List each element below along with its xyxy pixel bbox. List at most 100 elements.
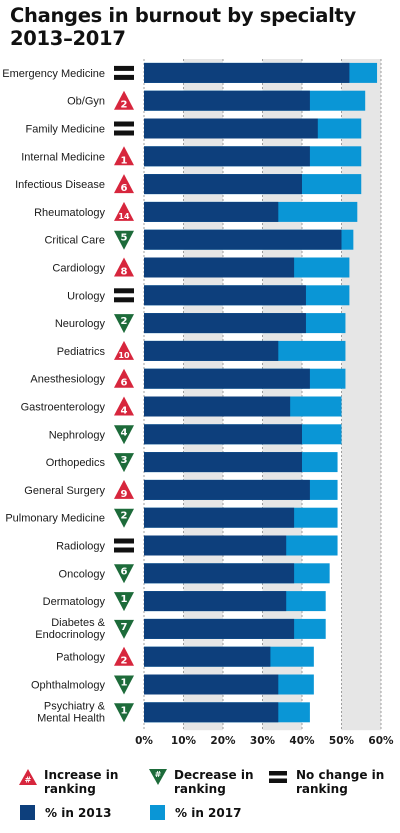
category-label: Critical Care [44, 235, 105, 247]
decrease-triangle-icon [114, 703, 134, 723]
increase-triangle-icon [114, 340, 134, 360]
category-label: Pathology [56, 652, 105, 664]
increase-triangle-icon [114, 396, 134, 416]
category-label: Mental Health [37, 712, 105, 724]
legend-increase: # Increase in ranking [18, 768, 126, 796]
category-label: Rheumatology [34, 207, 105, 219]
bar-2013 [144, 563, 295, 584]
ranking-change-value: 4 [121, 427, 128, 438]
x-tick-label: 10% [171, 735, 197, 747]
decrease-triangle-icon [114, 230, 134, 250]
category-label: Urology [67, 290, 105, 302]
bar-2013 [144, 674, 279, 695]
bar-2013 [144, 479, 310, 500]
increase-triangle-icon [114, 146, 134, 166]
category-label: Cardiology [52, 263, 105, 275]
x-tick-label: 60% [368, 735, 394, 747]
plot-band [341, 59, 381, 731]
legend-2017-label: % in 2017 [175, 805, 242, 820]
decrease-triangle-icon [114, 314, 134, 334]
increase-symbol: # [25, 776, 32, 785]
decrease-triangle-icon [114, 675, 134, 695]
ranking-change-value: 8 [121, 267, 128, 278]
equals-icon [114, 121, 134, 127]
category-label: Pediatrics [57, 346, 106, 358]
legend-2017-swatch [150, 805, 165, 820]
category-label: Psychiatry & [44, 700, 106, 712]
bar-2013 [144, 313, 306, 334]
decrease-triangle-icon [114, 425, 134, 445]
ranking-change-value: 2 [121, 100, 128, 111]
chart-title-line-1: Changes in burnout by specialty [10, 4, 356, 27]
category-label: Orthopedics [46, 457, 106, 469]
decrease-symbol: # [155, 770, 162, 779]
bar-2013 [144, 452, 302, 473]
increase-triangle-icon [114, 90, 134, 110]
ranking-change-value: 14 [118, 212, 130, 221]
bar-2013 [144, 424, 302, 445]
category-label: Family Medicine [26, 124, 105, 136]
x-tick-label: 30% [250, 735, 276, 747]
bar-2013 [144, 118, 318, 139]
increase-triangle-icon [114, 368, 134, 388]
ranking-change-value: 9 [121, 489, 128, 500]
equals-icon [114, 538, 134, 544]
burnout-chart: Emergency Medicine Ob/Gyn 2 Family Medicine… [2, 59, 394, 747]
ranking-change-value: 4 [121, 406, 128, 417]
legend-no-change: No change in ranking [268, 768, 394, 796]
category-label: Ophthalmology [31, 680, 105, 692]
ranking-change-value: 2 [121, 656, 128, 667]
decrease-triangle-icon [114, 508, 134, 528]
equals-icon [114, 65, 134, 71]
legend-decrease-label: Decrease in ranking [174, 768, 254, 796]
decrease-triangle-icon: # [149, 769, 167, 785]
ranking-change-value: 1 [121, 678, 128, 689]
category-label: Nephrology [49, 429, 106, 441]
chart-title: Changes in burnout by specialty 2013–201… [10, 4, 394, 50]
category-label: Radiology [56, 541, 105, 553]
bar-2013 [144, 507, 295, 528]
bar-2013 [144, 201, 279, 222]
increase-triangle-icon [114, 479, 134, 499]
plot-band [183, 59, 223, 731]
ranking-change-value: 5 [121, 233, 128, 244]
ranking-change-value: 2 [121, 316, 128, 327]
equals-icon [114, 288, 134, 294]
bar-2013 [144, 702, 279, 723]
bar-2013 [144, 591, 287, 612]
bar-2013 [144, 257, 295, 278]
ranking-change-value: 1 [121, 155, 128, 166]
increase-triangle-icon [114, 174, 134, 194]
legend-decrease: # Decrease in ranking [148, 768, 256, 796]
category-label: Pulmonary Medicine [5, 513, 105, 525]
category-label: General Surgery [24, 485, 105, 497]
ranking-change-value: 6 [121, 566, 128, 577]
bar-2013 [144, 368, 310, 389]
ranking-change-value: 10 [118, 351, 130, 360]
bar-2013 [144, 646, 271, 667]
legend-increase-label: Increase in ranking [44, 768, 119, 796]
bar-2013 [144, 535, 287, 556]
bar-2013 [144, 618, 295, 639]
category-label: Emergency Medicine [2, 68, 105, 80]
plot-band [262, 59, 302, 731]
category-label: Ob/Gyn [67, 96, 105, 108]
category-label: Diabetes & [51, 617, 105, 629]
decrease-triangle-icon [114, 453, 134, 473]
x-tick-label: 0% [135, 735, 153, 747]
equals-icon [114, 297, 134, 303]
x-tick-label: 40% [289, 735, 315, 747]
decrease-triangle-icon [114, 564, 134, 584]
category-label: Dermatology [43, 596, 106, 608]
increase-triangle-icon: # [19, 769, 37, 785]
category-label: Anesthesiology [30, 374, 105, 386]
bar-2013 [144, 146, 310, 167]
category-label: Neurology [55, 318, 106, 330]
chart-title-line-2: 2013–2017 [10, 27, 126, 50]
ranking-change-value: 1 [121, 705, 128, 716]
legend-2013-swatch [20, 805, 35, 820]
category-label: Gastroenterology [21, 402, 106, 414]
x-tick-label: 50% [329, 735, 355, 747]
decrease-triangle-icon [114, 592, 134, 612]
legend-no-change-label: No change in ranking [296, 768, 385, 796]
